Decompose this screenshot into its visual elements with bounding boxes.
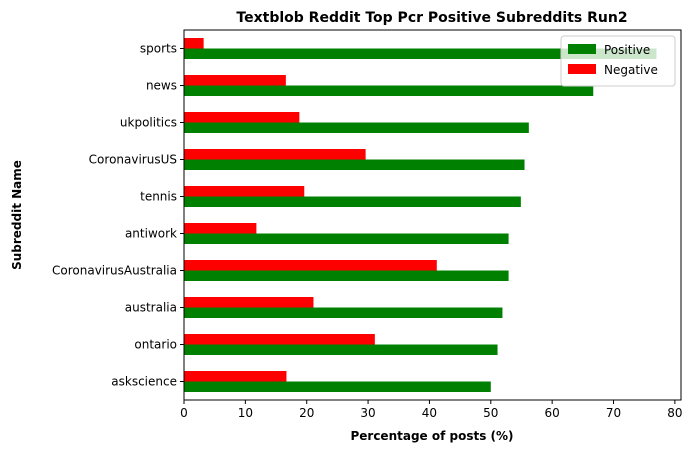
x-tick-label: 20 — [299, 406, 314, 420]
bar-positive-3 — [184, 159, 525, 170]
bar-positive-1 — [184, 85, 594, 96]
x-axis-title: Percentage of posts (%) — [350, 429, 513, 443]
legend-swatch-negative — [568, 64, 596, 74]
bars-layer — [184, 38, 657, 392]
x-tick-label: 80 — [667, 406, 682, 420]
bar-negative-6 — [184, 260, 437, 271]
bar-positive-5 — [184, 233, 509, 244]
bar-negative-9 — [184, 371, 287, 382]
x-tick-label: 60 — [545, 406, 560, 420]
y-tick-label: ukpolitics — [120, 116, 177, 130]
bar-positive-4 — [184, 196, 521, 207]
x-tick-label: 50 — [483, 406, 498, 420]
bar-negative-1 — [184, 75, 286, 86]
bar-positive-8 — [184, 344, 498, 355]
y-tick-label: ontario — [134, 338, 177, 352]
bar-negative-3 — [184, 149, 366, 160]
legend-label-negative: Negative — [604, 63, 658, 77]
y-tick-label: tennis — [140, 190, 177, 204]
y-tick-label: askscience — [111, 375, 177, 389]
x-axis: 0 10 20 30 40 50 60 70 80 — [180, 400, 683, 420]
y-tick-label: australia — [125, 301, 177, 315]
x-tick-label: 30 — [360, 406, 375, 420]
y-tick-label: news — [146, 79, 177, 93]
bar-positive-2 — [184, 122, 529, 133]
bar-negative-8 — [184, 334, 375, 345]
bar-positive-6 — [184, 270, 509, 281]
x-tick-label: 70 — [606, 406, 621, 420]
x-tick-label: 40 — [422, 406, 437, 420]
legend-swatch-positive — [568, 44, 596, 54]
y-axis: sports news ukpolitics CoronavirusUS tennis a… — [52, 42, 184, 389]
bar-negative-5 — [184, 223, 257, 234]
y-axis-title: Subreddit Name — [10, 160, 24, 270]
bar-positive-7 — [184, 307, 503, 318]
y-tick-label: antiwork — [125, 227, 177, 241]
chart-title: Textblob Reddit Top Pcr Positive Subredd… — [236, 10, 627, 26]
y-tick-label: sports — [140, 42, 177, 56]
y-tick-label: CoronavirusAustralia — [52, 264, 177, 278]
legend-label-positive: Positive — [604, 43, 650, 57]
x-tick-label: 10 — [238, 406, 253, 420]
bar-negative-7 — [184, 297, 314, 308]
bar-positive-0 — [184, 48, 657, 59]
bar-negative-2 — [184, 112, 300, 123]
bar-negative-4 — [184, 186, 305, 197]
bar-negative-0 — [184, 38, 204, 49]
bar-positive-9 — [184, 381, 491, 392]
plot-frame — [183, 29, 682, 401]
x-tick-label: 0 — [180, 406, 188, 420]
legend: Positive Negative — [560, 35, 676, 87]
y-tick-label: CoronavirusUS — [89, 153, 177, 167]
